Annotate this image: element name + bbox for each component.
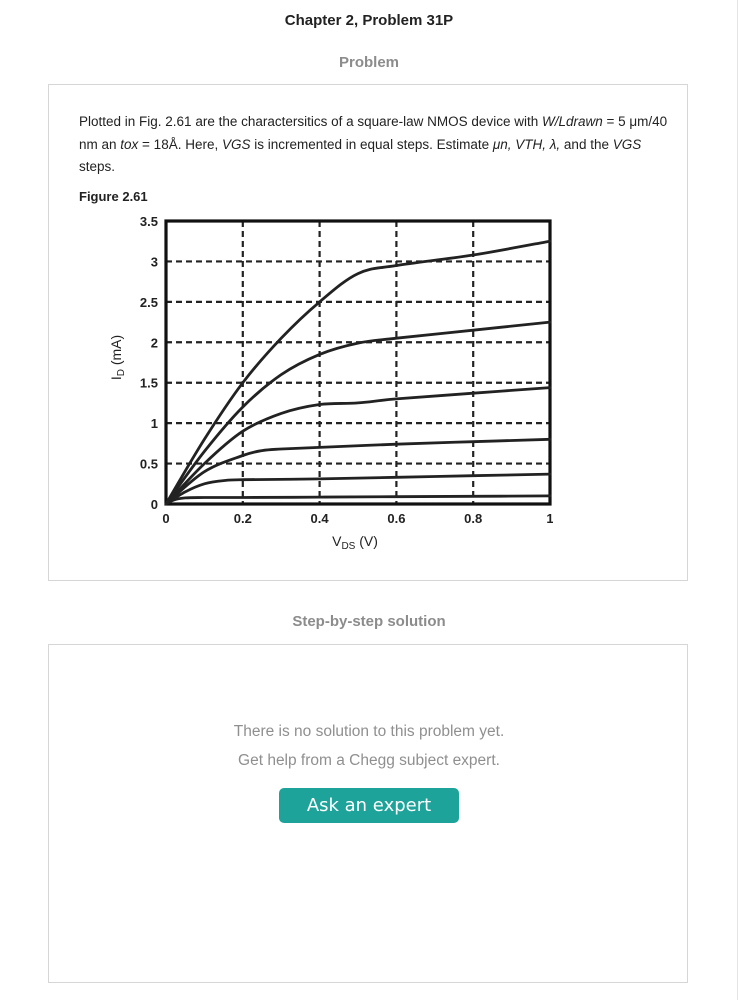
y-tick-label: 1 [151, 416, 158, 431]
series-curve-3 [164, 437, 552, 506]
statement-text: Plotted in Fig. 2.61 are the charactersi… [79, 114, 542, 129]
solution-heading: Step-by-step solution [292, 613, 446, 630]
problem-card: Plotted in Fig. 2.61 are the charactersi… [48, 84, 688, 581]
y-tick-label: 2 [151, 335, 158, 350]
series-curve-6 [164, 239, 552, 506]
series-curve-5 [164, 320, 552, 506]
y-axis-label: ID (mA) [108, 335, 127, 380]
y-tick-label: 0 [151, 497, 158, 512]
x-tick-label: 0.6 [387, 511, 405, 526]
series-curve-4 [164, 386, 552, 506]
x-tick-label: 0 [162, 511, 169, 526]
statement-text: = 18Å. Here, [138, 136, 222, 152]
statement-variable: tox [120, 136, 139, 152]
y-tick-label: 3 [151, 254, 158, 269]
statement-variable: μn, VTH, λ, [492, 136, 561, 152]
x-tick-label: 0.4 [311, 511, 330, 526]
y-tick-label: 0.5 [140, 457, 158, 472]
statement-variable: VGS [221, 136, 251, 152]
plot-frame [164, 219, 552, 506]
statement-text: = 5 μm/40 nm an [79, 114, 668, 152]
ask-expert-button[interactable]: Ask an expert [279, 788, 459, 823]
x-axis-label: VDS (V) [332, 533, 378, 552]
figure-label: Figure 2.61 [79, 189, 148, 204]
statement-variable: VGS [612, 136, 642, 152]
series-curve-1 [164, 494, 552, 506]
x-tick-label: 1 [546, 511, 553, 526]
statement-text: steps. [79, 159, 116, 174]
y-tick-label: 3.5 [140, 214, 158, 229]
problem-heading: Problem [338, 54, 399, 71]
page-title: Chapter 2, Problem 31P [284, 12, 454, 29]
series-curve-2 [164, 472, 552, 506]
solution-card: There is no solution to this problem yet… [48, 644, 688, 983]
y-tick-label: 2.5 [140, 295, 158, 310]
x-tick-label: 0.8 [464, 511, 482, 526]
id-vds-chart: 0 0.2 0.4 0.6 0.8 1 0 0.5 1 1.5 2 2.5 3 3.5 VDS (V) ID … [108, 214, 553, 552]
expert-help-message: Get help from a Chegg subject expert. [238, 752, 500, 769]
statement-variable: W/Ldrawn [541, 114, 603, 129]
no-solution-message: There is no solution to this problem yet… [233, 723, 505, 740]
statement-text: and the [560, 136, 613, 152]
y-tick-label: 1.5 [140, 376, 158, 391]
problem-statement: Plotted in Fig. 2.61 are the charactersi… [79, 111, 669, 179]
x-tick-label: 0.2 [234, 511, 252, 526]
statement-text: is incremented in equal steps. Estimate [250, 136, 493, 152]
